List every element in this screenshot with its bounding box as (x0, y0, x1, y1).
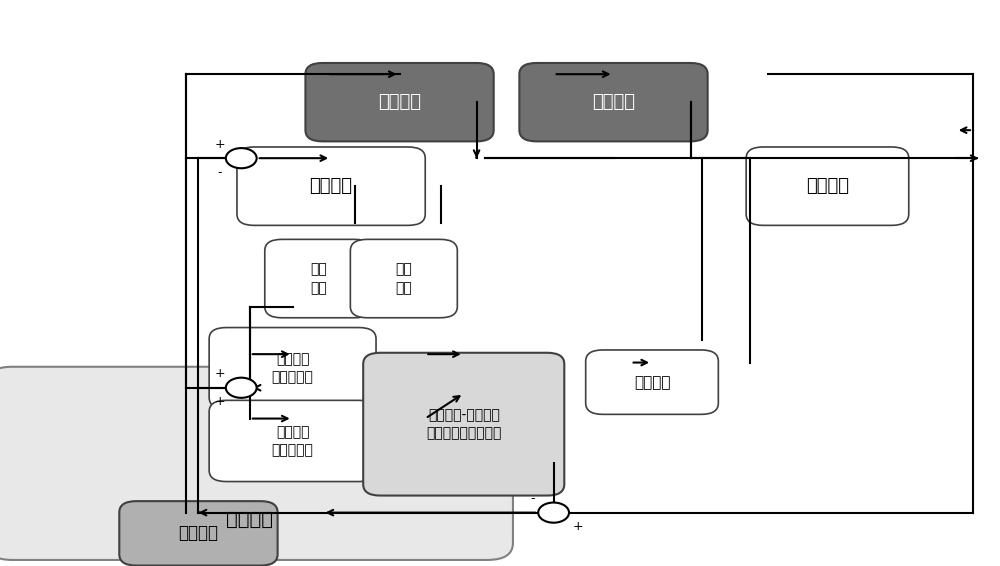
FancyBboxPatch shape (119, 501, 278, 565)
FancyBboxPatch shape (209, 328, 376, 409)
Text: +: + (215, 367, 225, 380)
FancyBboxPatch shape (350, 239, 457, 318)
Text: 约束
条件: 约束 条件 (395, 263, 412, 295)
FancyBboxPatch shape (363, 353, 564, 496)
Text: 反馈校正: 反馈校正 (178, 524, 218, 542)
FancyBboxPatch shape (586, 350, 718, 414)
Text: 速度规划: 速度规划 (378, 93, 421, 111)
Text: 真实车辆
动力学数据: 真实车辆 动力学数据 (272, 424, 314, 457)
Text: 滚动优化: 滚动优化 (310, 177, 353, 195)
Text: 智能汽车: 智能汽车 (806, 177, 849, 195)
FancyBboxPatch shape (265, 239, 372, 318)
FancyBboxPatch shape (746, 147, 909, 225)
Text: 虚拟车辆
动力学数据: 虚拟车辆 动力学数据 (272, 352, 314, 384)
Text: 机理分析-数据驱动
车辆动力学混合模型: 机理分析-数据驱动 车辆动力学混合模型 (426, 408, 501, 440)
Text: +: + (215, 395, 225, 408)
FancyBboxPatch shape (305, 63, 494, 142)
Circle shape (538, 503, 569, 523)
Text: +: + (215, 138, 225, 151)
FancyBboxPatch shape (209, 400, 376, 482)
FancyBboxPatch shape (519, 63, 708, 142)
FancyBboxPatch shape (237, 147, 425, 225)
Text: -: - (530, 492, 534, 505)
Text: 日标
函数: 日标 函数 (310, 263, 327, 295)
Text: 预测模型: 预测模型 (226, 510, 273, 529)
Text: 纵向控制: 纵向控制 (592, 93, 635, 111)
Text: 权重提取: 权重提取 (634, 375, 670, 389)
Circle shape (226, 378, 257, 398)
Circle shape (226, 148, 257, 168)
FancyBboxPatch shape (0, 367, 513, 560)
Text: +: + (572, 520, 583, 533)
Text: -: - (218, 166, 222, 179)
